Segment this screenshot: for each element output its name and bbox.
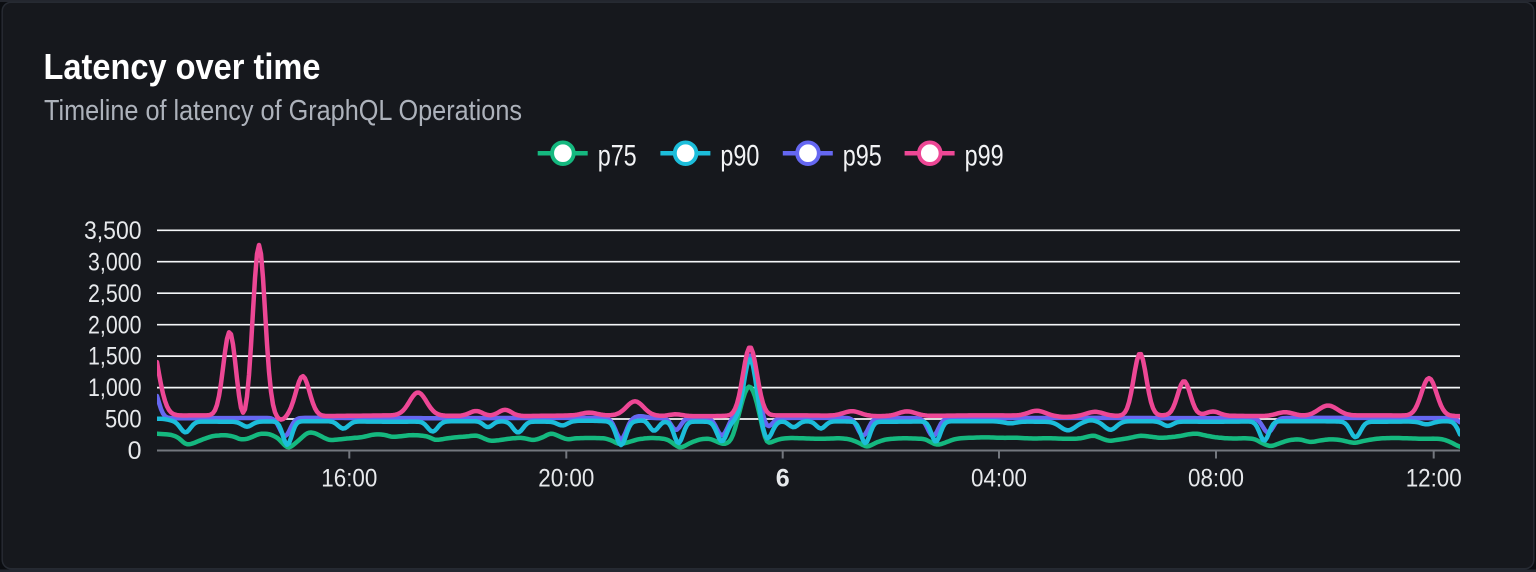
svg-text:Timeline of latency of GraphQL: Timeline of latency of GraphQL Operation… (44, 95, 522, 127)
svg-text:6: 6 (776, 465, 790, 493)
svg-text:2,000: 2,000 (88, 311, 142, 339)
svg-text:0: 0 (128, 437, 142, 465)
svg-text:20:00: 20:00 (538, 465, 594, 493)
svg-text:p90: p90 (720, 140, 759, 173)
svg-text:500: 500 (105, 406, 142, 434)
svg-text:04:00: 04:00 (971, 465, 1027, 493)
svg-text:Latency over time: Latency over time (44, 46, 321, 87)
svg-text:16:00: 16:00 (321, 465, 377, 493)
svg-text:3,500: 3,500 (84, 217, 142, 245)
svg-text:08:00: 08:00 (1188, 465, 1244, 493)
svg-text:p75: p75 (598, 140, 637, 173)
svg-text:12:00: 12:00 (1406, 465, 1462, 493)
svg-text:3,000: 3,000 (88, 248, 142, 276)
svg-text:1,500: 1,500 (88, 343, 142, 371)
svg-text:2,500: 2,500 (88, 280, 142, 308)
svg-text:p95: p95 (843, 140, 882, 173)
svg-text:1,000: 1,000 (88, 374, 142, 402)
svg-text:p99: p99 (965, 140, 1004, 173)
